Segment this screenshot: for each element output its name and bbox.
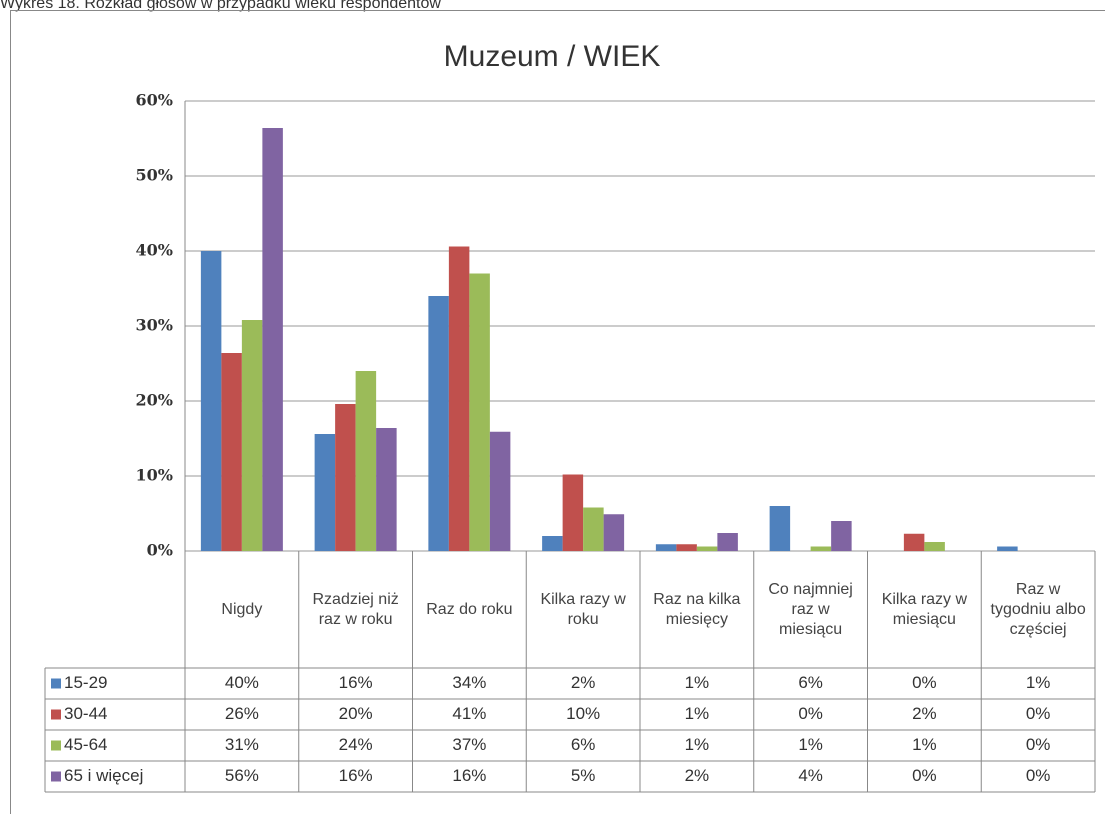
bar (262, 128, 283, 551)
value-label: 6% (798, 673, 823, 692)
value-label: 6% (571, 735, 596, 754)
y-tick-label: 50% (136, 166, 173, 185)
bar (696, 546, 718, 551)
value-label: 26% (225, 704, 259, 723)
value-label: 0% (912, 766, 937, 785)
bar (924, 542, 945, 551)
value-label: 2% (685, 766, 710, 785)
x-tick-label: Raz do roku (426, 600, 513, 618)
value-label: 2% (571, 673, 596, 692)
bar (335, 404, 356, 551)
x-tick-label: Raz w tygodniu albo częściej (990, 580, 1086, 638)
value-label: 0% (912, 673, 937, 692)
value-label: 40% (225, 673, 259, 692)
y-tick-label: 40% (136, 241, 173, 260)
bar (428, 296, 449, 551)
bar (810, 546, 832, 551)
bar (997, 546, 1018, 551)
bar (562, 474, 584, 551)
value-label: 1% (912, 735, 937, 754)
y-tick-label: 0% (147, 541, 173, 560)
value-label: 41% (452, 704, 486, 723)
bar (314, 434, 336, 551)
value-label: 1% (685, 704, 710, 723)
value-label: 5% (571, 766, 596, 785)
caption: Wykres 18. Rozkład głosów w przypadku wi… (0, 0, 441, 12)
value-label: 34% (452, 673, 486, 692)
value-label: 20% (339, 704, 373, 723)
x-tick-label: Kilka razy w roku (540, 590, 626, 628)
value-label: 16% (339, 766, 373, 785)
bar (831, 521, 852, 551)
bar (542, 536, 563, 551)
bar (717, 533, 738, 551)
legend-label: 15-29 (64, 673, 107, 692)
value-label: 0% (1026, 735, 1051, 754)
bar (469, 273, 490, 551)
legend-label: 45-64 (64, 735, 107, 754)
y-tick-label: 30% (136, 316, 173, 335)
bar (376, 428, 397, 551)
legend-label: 30-44 (64, 704, 107, 723)
value-label: 0% (798, 704, 823, 723)
legend-swatch (51, 740, 61, 751)
value-label: 1% (685, 673, 710, 692)
value-label: 2% (912, 704, 937, 723)
bar (241, 320, 263, 551)
value-label: 24% (339, 735, 373, 754)
bar (200, 251, 222, 551)
x-tick-label: Nigdy (221, 600, 263, 618)
legend-swatch (51, 771, 61, 782)
value-label: 31% (225, 735, 259, 754)
value-label: 37% (452, 735, 486, 754)
value-label: 0% (1026, 766, 1051, 785)
value-label: 4% (798, 766, 823, 785)
legend-label: 65 i więcej (64, 766, 143, 785)
x-tick-label: Kilka razy w miesiącu (881, 590, 968, 628)
chart-frame (10, 10, 1105, 814)
bar (676, 544, 697, 551)
chart-title: Muzeum / WIEK (444, 40, 661, 73)
value-label: 1% (798, 735, 823, 754)
bar (903, 533, 925, 551)
y-tick-label: 60% (136, 91, 173, 110)
bar (448, 246, 470, 551)
bar (655, 544, 677, 551)
value-label: 0% (1026, 704, 1051, 723)
x-tick-label: Co najmniej raz w miesiącu (768, 580, 853, 638)
x-tick-label: Raz na kilka miesięcy (653, 590, 741, 628)
bar (603, 514, 625, 551)
x-tick-label: Rzadziej niż raz w roku (312, 590, 399, 628)
bar (221, 353, 242, 551)
bar (489, 431, 511, 551)
value-label: 1% (685, 735, 710, 754)
bar (355, 371, 377, 551)
value-label: 16% (339, 673, 373, 692)
y-tick-label: 20% (136, 391, 173, 410)
value-label: 10% (566, 704, 600, 723)
bar (583, 507, 604, 551)
bar (769, 506, 791, 551)
y-tick-label: 10% (136, 466, 173, 485)
legend-swatch (51, 709, 61, 720)
legend-swatch (51, 678, 61, 689)
value-label: 16% (452, 766, 486, 785)
value-label: 1% (1026, 673, 1051, 692)
value-label: 56% (225, 766, 259, 785)
